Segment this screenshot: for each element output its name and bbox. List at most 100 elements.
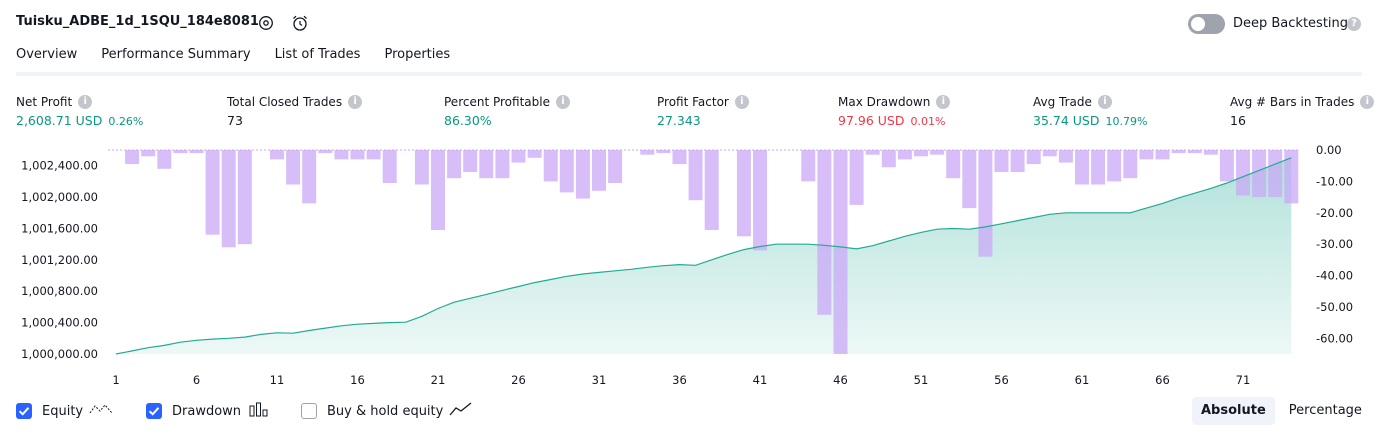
info-icon[interactable]: i bbox=[734, 95, 749, 109]
drawdown-bar bbox=[270, 150, 284, 160]
equity-line bbox=[115, 157, 1292, 355]
drawdown-bar bbox=[1139, 150, 1154, 160]
info-icon[interactable]: i bbox=[348, 95, 363, 109]
drawdown-bar bbox=[334, 150, 349, 160]
drawdown-bar bbox=[527, 150, 542, 158]
left-axis-tick-label: 1,001,600.00 bbox=[21, 222, 98, 236]
drawdown-bar bbox=[1284, 150, 1299, 204]
equity-drawdown-chart[interactable]: 1,000,000.00 1,000,400.00 1,000,800.00 1,00… bbox=[0, 140, 1379, 390]
drawdown-bar bbox=[946, 150, 961, 179]
toggle-knob bbox=[1191, 17, 1205, 31]
right-axis-tick-label: 0.00 bbox=[1316, 143, 1342, 157]
tab-list-of-trades[interactable]: List of Trades bbox=[274, 47, 361, 62]
x-axis-tick-label: 6 bbox=[193, 373, 200, 387]
info-icon[interactable]: i bbox=[1097, 95, 1112, 109]
metric-total-closed-trades: Total Closed Trades i 73 bbox=[227, 94, 363, 128]
drawdown-bar bbox=[318, 150, 333, 154]
metric-value: 27.343 bbox=[657, 113, 701, 128]
metric-label: Max Drawdown bbox=[838, 95, 931, 109]
metric-label: Avg Trade bbox=[1033, 95, 1092, 109]
tab-performance-summary[interactable]: Performance Summary bbox=[101, 47, 251, 62]
drawdown-bar bbox=[608, 150, 623, 183]
drawdown-bar bbox=[1219, 150, 1234, 182]
drawdown-bar bbox=[1107, 150, 1122, 182]
drawdown-bar bbox=[511, 150, 526, 163]
add-alert-clock-icon[interactable] bbox=[291, 14, 309, 32]
drawdown-bar bbox=[237, 150, 252, 245]
metric-percent: 0.01% bbox=[910, 115, 946, 128]
drawdown-bar bbox=[1236, 150, 1250, 196]
drawdown-bar bbox=[1203, 150, 1218, 155]
info-icon[interactable]: i bbox=[936, 95, 951, 109]
x-axis-tick-label: 61 bbox=[1075, 373, 1090, 387]
drawdown-bar bbox=[1268, 150, 1283, 198]
drawdown-bar bbox=[1252, 150, 1267, 198]
strategy-title: Tuisku_ADBE_1d_1SQU_184e8081 bbox=[16, 14, 259, 29]
left-axis-tick-label: 1,001,200.00 bbox=[21, 253, 98, 267]
drawdown-bar bbox=[1075, 150, 1089, 185]
drawdown-bar bbox=[865, 150, 880, 155]
info-icon[interactable]: i bbox=[78, 95, 93, 109]
left-axis-tick-label: 1,000,000.00 bbox=[21, 347, 98, 361]
drawdown-bar bbox=[897, 150, 912, 160]
right-axis-tick-label: -20.00 bbox=[1316, 206, 1353, 220]
metric-value: 16 bbox=[1230, 113, 1246, 128]
drawdown-bar bbox=[350, 150, 365, 160]
drawdown-bar bbox=[221, 150, 236, 248]
drawdown-bar bbox=[431, 150, 445, 230]
drawdown-bar bbox=[656, 150, 671, 154]
legend-equity[interactable]: Equity bbox=[16, 401, 113, 421]
drawdown-bars-icon bbox=[249, 401, 269, 421]
drawdown-bar bbox=[366, 150, 381, 160]
metric-percent: 10.79% bbox=[1105, 115, 1148, 128]
drawdown-bar bbox=[173, 150, 188, 154]
drawdown-bar bbox=[559, 150, 574, 193]
metric-label: Net Profit bbox=[16, 95, 73, 109]
drawdown-bar bbox=[286, 150, 301, 185]
metric-avg-trade: Avg Trade i 35.74 USD 10.79% bbox=[1033, 94, 1147, 128]
drawdown-bar bbox=[978, 150, 993, 257]
tab-overview[interactable]: Overview bbox=[16, 47, 101, 75]
drawdown-bar bbox=[994, 150, 1009, 172]
metric-max-drawdown: Max Drawdown i 97.96 USD 0.01% bbox=[838, 94, 951, 128]
info-icon[interactable]: i bbox=[1360, 95, 1375, 109]
info-icon[interactable]: i bbox=[555, 95, 570, 109]
right-axis-tick-label: -60.00 bbox=[1316, 331, 1353, 345]
drawdown-bar bbox=[479, 150, 494, 179]
metric-net-profit: Net Profit i 2,608.71 USD 0.26% bbox=[16, 94, 143, 128]
metric-value: 35.74 USD bbox=[1033, 113, 1100, 128]
deep-backtesting-toggle[interactable] bbox=[1188, 14, 1225, 34]
drawdown-bar bbox=[414, 150, 429, 185]
drawdown-bar bbox=[463, 150, 478, 172]
left-axis-tick-label: 1,002,000.00 bbox=[21, 190, 98, 204]
tab-divider bbox=[16, 72, 1362, 76]
left-axis-tick-label: 1,000,400.00 bbox=[21, 316, 98, 330]
equity-checkbox[interactable] bbox=[16, 403, 32, 419]
help-icon[interactable]: ? bbox=[1347, 17, 1361, 31]
percentage-button[interactable]: Percentage bbox=[1288, 403, 1362, 418]
absolute-button[interactable]: Absolute bbox=[1192, 397, 1275, 425]
scale-mode-switch: Absolute Percentage bbox=[1192, 397, 1371, 425]
x-axis-tick-label: 16 bbox=[350, 373, 365, 387]
metric-percent-profitable: Percent Profitable i 86.30% bbox=[444, 94, 570, 128]
drawdown-bar bbox=[157, 150, 172, 169]
drawdown-bar bbox=[125, 150, 140, 165]
legend-drawdown[interactable]: Drawdown bbox=[146, 401, 269, 421]
drawdown-bar bbox=[1091, 150, 1106, 185]
buy-hold-checkbox[interactable] bbox=[301, 403, 317, 419]
settings-gear-icon[interactable] bbox=[257, 14, 275, 32]
metric-profit-factor: Profit Factor i 27.343 bbox=[657, 94, 749, 128]
tab-properties[interactable]: Properties bbox=[384, 47, 451, 62]
x-axis-tick-label: 31 bbox=[592, 373, 607, 387]
x-axis-tick-label: 56 bbox=[994, 373, 1009, 387]
drawdown-bar bbox=[736, 150, 751, 237]
right-axis-tick-label: -40.00 bbox=[1316, 269, 1353, 283]
drawdown-bar bbox=[1042, 150, 1057, 157]
drawdown-bar bbox=[495, 150, 510, 179]
left-axis-tick-label: 1,000,800.00 bbox=[21, 284, 98, 298]
drawdown-bar bbox=[1123, 150, 1138, 179]
drawdown-checkbox[interactable] bbox=[146, 403, 162, 419]
legend-buy-hold-equity[interactable]: Buy & hold equity bbox=[301, 401, 473, 421]
drawdown-bar bbox=[833, 150, 848, 354]
drawdown-bar bbox=[543, 150, 558, 182]
